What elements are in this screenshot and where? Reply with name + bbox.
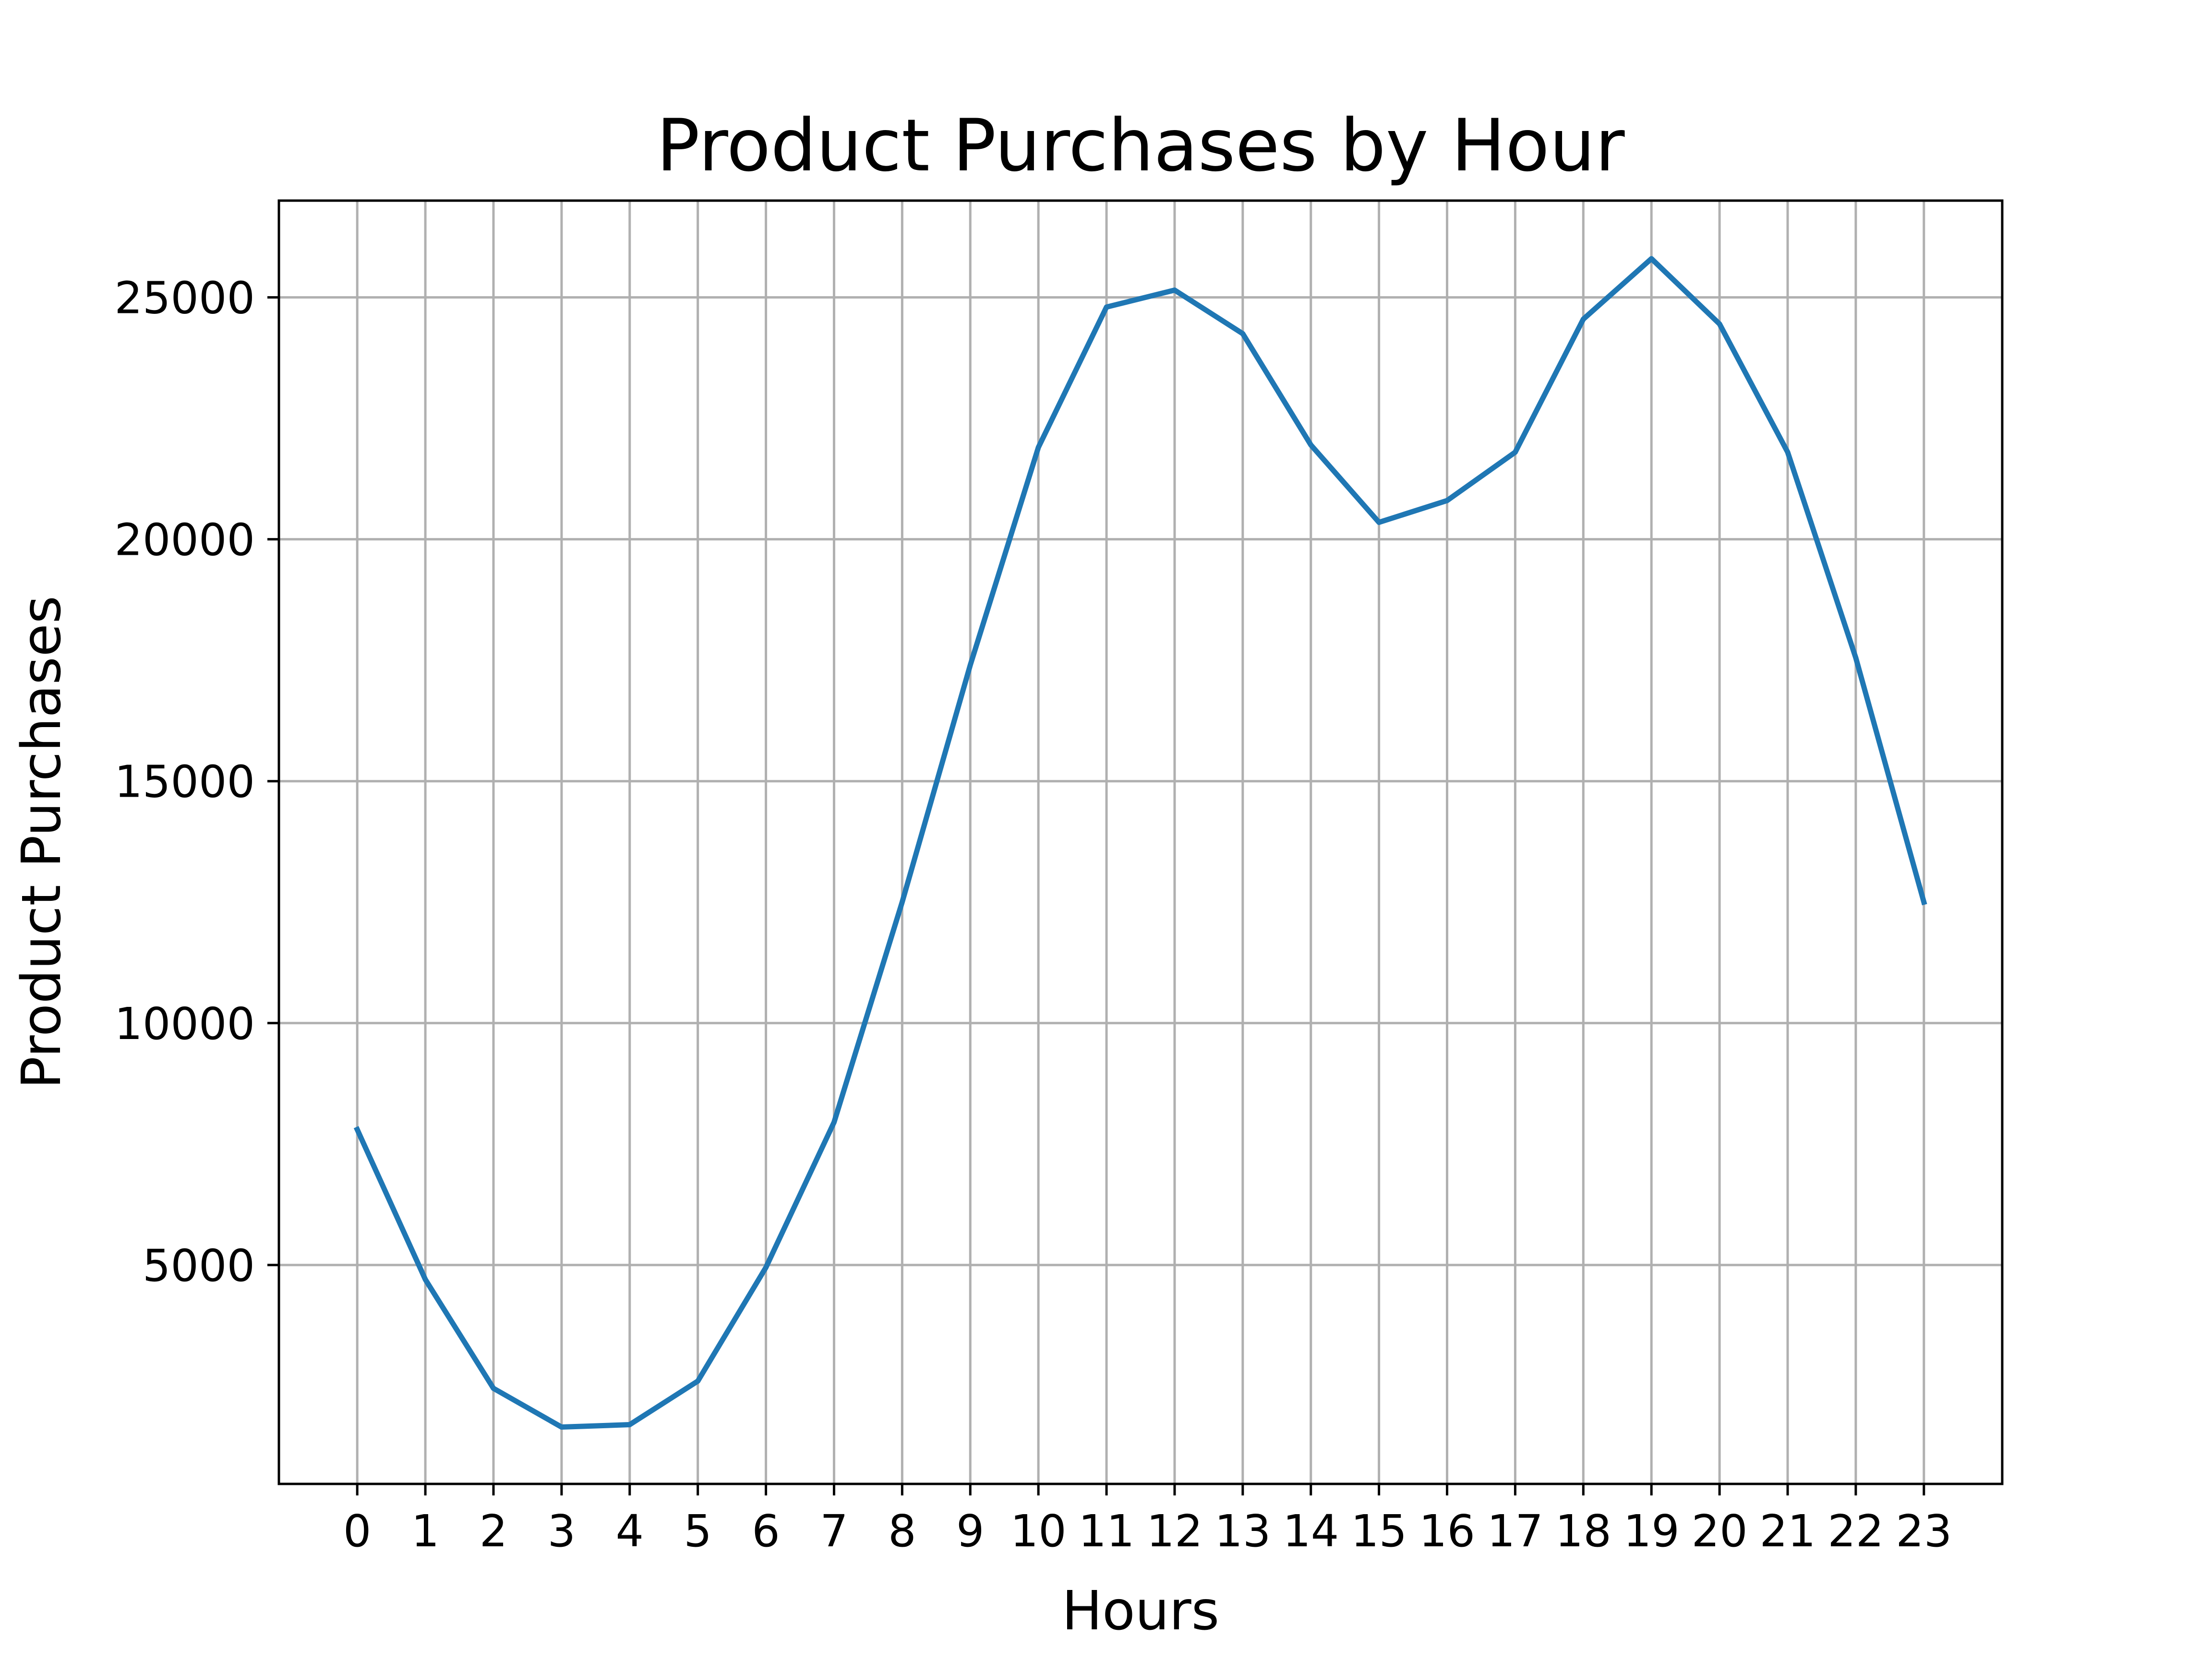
x-tick-label: 11 — [1079, 1506, 1135, 1557]
x-tick-label: 17 — [1487, 1506, 1543, 1557]
x-tick-label: 13 — [1214, 1506, 1271, 1557]
y-tick-label: 10000 — [114, 998, 255, 1050]
x-tick-label: 2 — [480, 1506, 508, 1557]
x-tick-label: 15 — [1351, 1506, 1407, 1557]
x-tick-label: 22 — [1827, 1506, 1884, 1557]
x-tick-label: 4 — [615, 1506, 644, 1557]
x-tick-label: 12 — [1146, 1506, 1202, 1557]
x-tick-label: 10 — [1010, 1506, 1067, 1557]
x-tick-label: 14 — [1283, 1506, 1339, 1557]
x-tick-label: 21 — [1759, 1506, 1815, 1557]
y-tick-label: 5000 — [143, 1240, 255, 1291]
x-tick-label: 20 — [1692, 1506, 1748, 1557]
x-tick-label: 16 — [1419, 1506, 1475, 1557]
x-tick-label: 1 — [411, 1506, 440, 1557]
x-tick-label: 19 — [1623, 1506, 1680, 1557]
x-tick-label: 8 — [888, 1506, 916, 1557]
y-axis-label: Product Purchases — [11, 596, 73, 1089]
chart-title: Product Purchases by Hour — [656, 104, 1624, 188]
x-tick-label: 5 — [684, 1506, 712, 1557]
x-tick-label: 18 — [1555, 1506, 1611, 1557]
y-tick-label: 15000 — [114, 756, 255, 808]
y-tick-label: 20000 — [114, 514, 255, 566]
x-tick-label: 3 — [548, 1506, 576, 1557]
x-tick-label: 23 — [1896, 1506, 1952, 1557]
y-tick-label: 25000 — [114, 273, 255, 324]
x-tick-label: 0 — [343, 1506, 372, 1557]
x-tick-label: 9 — [956, 1506, 985, 1557]
x-tick-label: 6 — [752, 1506, 780, 1557]
x-axis-label: Hours — [1062, 1580, 1219, 1642]
x-tick-label: 7 — [820, 1506, 848, 1557]
